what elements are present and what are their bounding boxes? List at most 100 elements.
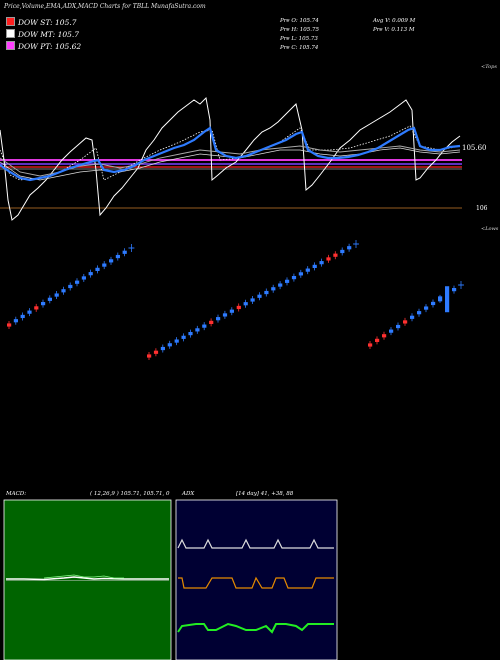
candle-body [209,320,214,324]
candle-body [147,354,152,358]
candle-body [68,284,73,289]
stat-high: Pre H: 105.75 [280,27,319,33]
candle-body [167,343,172,347]
adx-panel [175,499,338,660]
candle-body [181,335,186,339]
ema-slow-gray [0,145,461,177]
current-price-label: 105.60 [462,144,487,152]
stat-low: Pre L: 105.73 [280,36,318,42]
candle-body [174,339,179,343]
legend-dow-pt-label: DOW PT: 105.62 [18,42,82,51]
adx-values: [14 day] 41, +38, 88 [236,491,294,497]
candlesticks [7,240,464,360]
candle-body [333,253,338,257]
stat-avg-volume: Avg V: 0.009 M [373,18,416,24]
candle-body [88,272,93,276]
candle-body [375,338,380,342]
ema-fast-dotted [0,125,461,181]
macd-panel-bg [3,499,172,660]
plus-di-line-green [177,622,334,634]
tops-label: <Tops [481,64,497,70]
candle-body [7,323,12,327]
stat-prev-volume: Pre V: 0.113 M [373,27,415,33]
candle-body [160,346,165,351]
candle-body [20,314,25,319]
candle-body [382,334,387,338]
candle-body [347,246,352,250]
candle-body [236,305,241,310]
candle-body [202,324,207,328]
adx-label: ADX [182,491,195,497]
macd-panel [3,499,172,660]
candle-body [445,286,450,313]
macd-values: ( 12,26,9 ) 105.71, 105.71, 0 [90,491,170,497]
candle-body [312,264,317,268]
candle-body [115,254,120,259]
level-106-label: 106 [476,205,488,212]
candle-body [417,311,422,315]
candle-body [229,309,234,313]
close-price-line [0,96,461,221]
candle-body [424,306,429,310]
candle-body [340,249,345,254]
candle-body [264,290,269,295]
legend-dow-mt: DOW MT: 105.7 [6,29,79,39]
candle-body [452,288,457,292]
candle-body [41,302,46,306]
candle-body [109,259,114,263]
legend-swatch-white [6,29,15,38]
candle-body [298,272,303,276]
candle-body [195,328,200,332]
candle-body [389,329,394,333]
candle-body [257,294,262,298]
legend-dow-st: DOW ST: 105.7 [6,17,77,27]
candle-body [216,317,221,321]
candle-body [243,302,248,306]
macd-line [6,576,169,581]
candle-body [61,289,66,293]
candle-body [13,319,18,323]
candle-body [410,315,415,319]
macd-label: MACD: [6,491,27,497]
candle-body [431,301,436,306]
legend-dow-st-label: DOW ST: 105.7 [18,18,77,27]
candle-body [285,279,290,283]
adx-panel-bg [175,499,338,660]
candle-body [222,313,228,317]
candle-body [368,343,373,347]
candle-body [278,283,283,287]
candle-body [54,293,59,297]
stat-close: Pre C: 105.74 [280,45,319,51]
minus-di-line-orange [178,576,334,589]
legend-dow-pt: DOW PT: 105.62 [6,41,81,51]
price-chart [0,96,464,360]
candle-body [291,276,297,280]
candle-body [396,324,401,329]
candle-body [34,306,39,310]
lows-label: <Lows [481,226,499,232]
candle-body [403,320,408,324]
candle-body [153,350,159,354]
candle-body [188,332,193,336]
candle-body [75,280,80,284]
candle-body [81,276,86,280]
legend-swatch-red [6,17,15,26]
chart-title: Price,Volume,EMA,ADX,MACD Charts for TBL… [4,3,206,10]
candle-body [122,250,127,254]
stat-open: Pre O: 105.74 [280,18,319,24]
ema-blue-line [0,126,461,182]
candle-body [319,261,324,265]
macd-signal-line [43,574,124,579]
candle-body [102,263,107,267]
candle-body [326,257,331,261]
legend-swatch-magenta [6,41,15,50]
candle-body [47,297,52,301]
candle-body [250,298,255,302]
candle-body [95,267,100,271]
legend-dow-mt-label: DOW MT: 105.7 [18,30,80,39]
candle-body [305,268,310,272]
adx-line-white [177,538,334,549]
candle-body [438,296,443,302]
candle-body [271,287,276,291]
candle-body [27,310,32,314]
